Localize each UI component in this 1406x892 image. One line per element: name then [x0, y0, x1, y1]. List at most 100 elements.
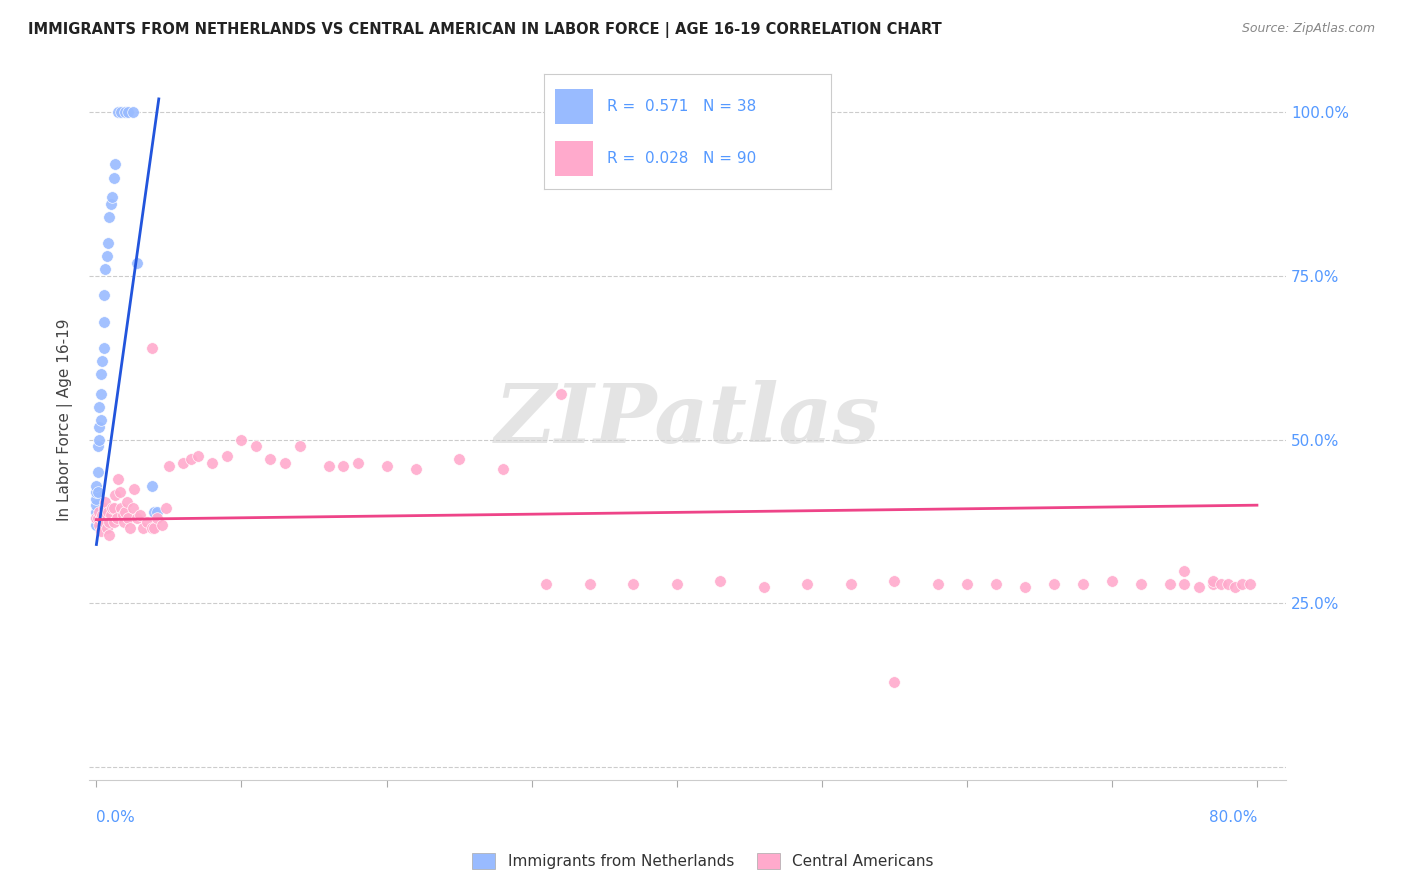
Point: [86, 517, 108, 532]
Point: [93, 501, 115, 516]
Point: [98, 515, 121, 529]
Point: [117, 511, 139, 525]
Point: [259, 452, 281, 467]
Point: [125, 256, 148, 270]
Point: [90, 367, 112, 381]
Point: [122, 482, 145, 496]
Point: [104, 157, 127, 171]
Point: [107, 472, 129, 486]
Point: [104, 488, 127, 502]
Point: [621, 576, 644, 591]
Point: [93, 341, 115, 355]
Point: [146, 511, 169, 525]
Point: [534, 576, 557, 591]
Point: [883, 675, 905, 690]
Point: [94, 495, 117, 509]
Point: [105, 511, 128, 525]
Point: [86, 485, 108, 500]
Point: [201, 456, 224, 470]
Point: [288, 439, 311, 453]
Point: [112, 515, 135, 529]
Point: [103, 501, 125, 516]
Point: [114, 105, 136, 120]
Point: [98, 210, 121, 224]
Point: [346, 456, 368, 470]
Point: [89, 400, 111, 414]
Point: [491, 462, 513, 476]
Point: [86, 491, 108, 506]
Point: [108, 485, 131, 500]
Text: 80.0%: 80.0%: [1209, 810, 1257, 825]
Point: [1101, 574, 1123, 588]
Point: [89, 433, 111, 447]
Point: [86, 511, 108, 525]
Point: [103, 170, 125, 185]
Point: [665, 576, 688, 591]
Point: [103, 515, 125, 529]
Point: [984, 576, 1007, 591]
Point: [98, 527, 121, 541]
Point: [86, 478, 108, 492]
Point: [115, 495, 138, 509]
Point: [132, 521, 155, 535]
Point: [1209, 576, 1232, 591]
Point: [110, 501, 132, 516]
Point: [89, 517, 111, 532]
Point: [129, 508, 152, 522]
Point: [136, 515, 159, 529]
Point: [449, 452, 471, 467]
Point: [97, 505, 120, 519]
Point: [375, 458, 398, 473]
Point: [1014, 580, 1036, 594]
Point: [86, 498, 108, 512]
Point: [143, 521, 166, 535]
Text: Source: ZipAtlas.com: Source: ZipAtlas.com: [1241, 22, 1375, 36]
Point: [101, 190, 124, 204]
Point: [231, 433, 253, 447]
Point: [93, 515, 115, 529]
Point: [93, 288, 115, 302]
Point: [90, 386, 112, 401]
Point: [839, 576, 862, 591]
Point: [956, 576, 979, 591]
Point: [100, 508, 122, 522]
Point: [332, 458, 354, 473]
Point: [118, 521, 141, 535]
Point: [318, 458, 340, 473]
Point: [141, 521, 163, 535]
Point: [752, 580, 775, 594]
Point: [215, 449, 238, 463]
Point: [1159, 576, 1181, 591]
Point: [141, 478, 163, 492]
Point: [1232, 576, 1254, 591]
Point: [87, 439, 110, 453]
Point: [155, 501, 177, 516]
Point: [927, 576, 949, 591]
Point: [146, 505, 169, 519]
Point: [1071, 576, 1094, 591]
Point: [91, 354, 114, 368]
Point: [1129, 576, 1152, 591]
Point: [180, 452, 202, 467]
Point: [91, 508, 114, 522]
Point: [1188, 580, 1211, 594]
Legend: Immigrants from Netherlands, Central Americans: Immigrants from Netherlands, Central Ame…: [467, 847, 939, 875]
Point: [90, 524, 112, 539]
Point: [1225, 580, 1247, 594]
Point: [111, 508, 134, 522]
Point: [90, 511, 112, 525]
Point: [96, 508, 118, 522]
Point: [187, 449, 209, 463]
Text: 0.0%: 0.0%: [97, 810, 135, 825]
Point: [1202, 576, 1225, 591]
Point: [578, 576, 600, 591]
Point: [107, 105, 129, 120]
Point: [96, 521, 118, 535]
Point: [143, 505, 166, 519]
Point: [1173, 564, 1195, 578]
Point: [150, 517, 173, 532]
Point: [90, 413, 112, 427]
Point: [141, 341, 163, 355]
Point: [709, 574, 731, 588]
Point: [117, 105, 139, 120]
